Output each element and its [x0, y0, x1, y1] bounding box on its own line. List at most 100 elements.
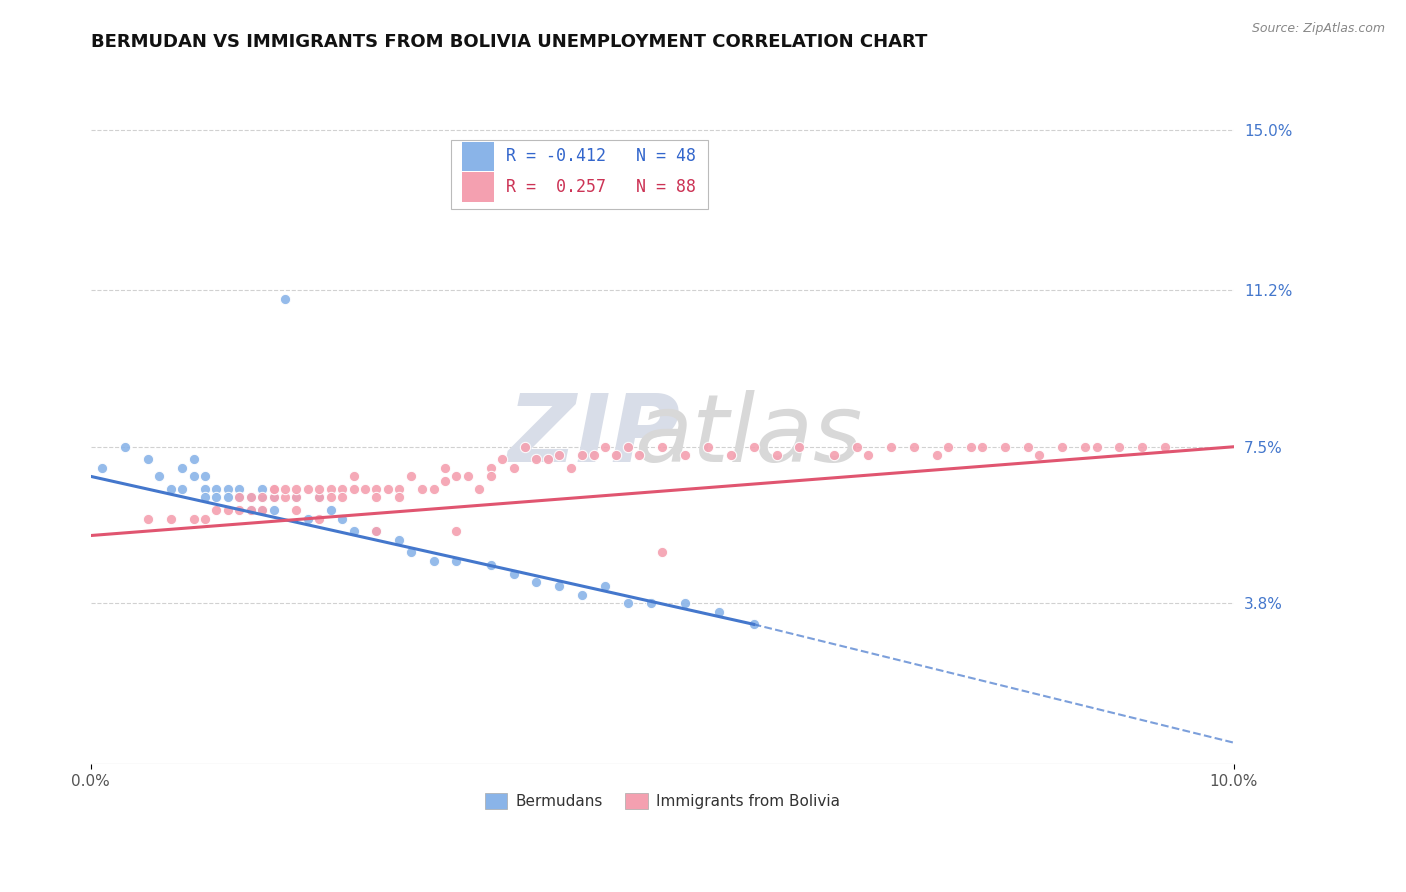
Point — [742, 440, 765, 454]
Point — [319, 482, 342, 496]
Point — [263, 503, 285, 517]
Point — [502, 461, 524, 475]
Point — [228, 503, 250, 517]
Point — [422, 554, 444, 568]
Point — [183, 469, 205, 483]
Point — [183, 511, 205, 525]
Point — [366, 491, 388, 505]
Point — [205, 491, 228, 505]
Point — [388, 482, 411, 496]
Point — [342, 524, 364, 539]
Point — [228, 482, 250, 496]
Point — [1154, 440, 1177, 454]
Point — [457, 469, 479, 483]
Point — [605, 448, 627, 462]
Point — [582, 448, 605, 462]
Point — [1108, 440, 1130, 454]
Point — [399, 469, 422, 483]
Point — [366, 524, 388, 539]
Point — [994, 440, 1017, 454]
Point — [194, 511, 217, 525]
Point — [571, 448, 593, 462]
FancyBboxPatch shape — [463, 172, 494, 202]
Point — [205, 503, 228, 517]
Point — [433, 474, 456, 488]
Point — [274, 292, 297, 306]
Point — [274, 482, 297, 496]
Point — [593, 440, 616, 454]
Point — [239, 503, 262, 517]
Point — [446, 554, 468, 568]
Point — [446, 524, 468, 539]
Point — [1085, 440, 1108, 454]
Point — [1052, 440, 1074, 454]
Point — [239, 491, 262, 505]
Text: BERMUDAN VS IMMIGRANTS FROM BOLIVIA UNEMPLOYMENT CORRELATION CHART: BERMUDAN VS IMMIGRANTS FROM BOLIVIA UNEM… — [90, 33, 927, 51]
Point — [228, 491, 250, 505]
Point — [308, 491, 330, 505]
Point — [548, 579, 571, 593]
Point — [285, 491, 308, 505]
Point — [593, 579, 616, 593]
Point — [159, 482, 181, 496]
Point — [250, 503, 273, 517]
Point — [239, 491, 262, 505]
Point — [446, 469, 468, 483]
FancyBboxPatch shape — [463, 142, 494, 171]
Point — [720, 448, 742, 462]
Point — [1017, 440, 1039, 454]
Point — [628, 448, 651, 462]
Point — [972, 440, 994, 454]
Point — [239, 503, 262, 517]
FancyBboxPatch shape — [451, 139, 709, 210]
Point — [354, 482, 377, 496]
Point — [217, 482, 239, 496]
Point — [571, 588, 593, 602]
Point — [319, 503, 342, 517]
Point — [388, 533, 411, 547]
Point — [936, 440, 959, 454]
Point — [250, 482, 273, 496]
Point — [823, 448, 845, 462]
Point — [342, 469, 364, 483]
Point — [297, 511, 319, 525]
Point — [366, 524, 388, 539]
Point — [1028, 448, 1050, 462]
Point — [228, 491, 250, 505]
Point — [673, 596, 696, 610]
Text: Source: ZipAtlas.com: Source: ZipAtlas.com — [1251, 22, 1385, 36]
Point — [342, 482, 364, 496]
Point — [263, 482, 285, 496]
Point — [308, 482, 330, 496]
Point — [217, 503, 239, 517]
Point — [697, 440, 720, 454]
Point — [560, 461, 582, 475]
Point — [366, 482, 388, 496]
Point — [183, 452, 205, 467]
Point — [742, 617, 765, 632]
Point — [170, 482, 193, 496]
Point — [170, 461, 193, 475]
Point — [263, 491, 285, 505]
Point — [513, 440, 536, 454]
Point — [308, 491, 330, 505]
Point — [651, 545, 673, 559]
Text: R = -0.412   N = 48: R = -0.412 N = 48 — [506, 147, 696, 165]
Point — [502, 566, 524, 581]
Point — [388, 491, 411, 505]
Point — [537, 452, 560, 467]
Point — [789, 440, 811, 454]
Point — [285, 491, 308, 505]
Point — [856, 448, 879, 462]
Point — [479, 558, 502, 573]
Point — [330, 482, 353, 496]
Point — [617, 440, 640, 454]
Point — [136, 511, 159, 525]
Point — [263, 491, 285, 505]
Point — [673, 448, 696, 462]
Text: ZIP: ZIP — [508, 390, 681, 482]
Point — [330, 511, 353, 525]
Point — [468, 482, 491, 496]
Point — [194, 482, 217, 496]
Point — [297, 482, 319, 496]
